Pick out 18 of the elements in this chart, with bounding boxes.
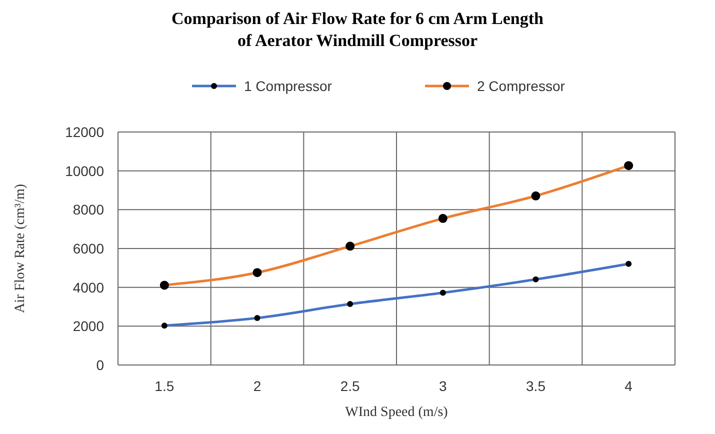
x-tick-label: 4 bbox=[624, 378, 633, 394]
chart-title: Comparison of Air Flow Rate for 6 cm Arm Length of Aerator Windmill Compressor bbox=[172, 9, 544, 50]
y-axis-title: Air Flow Rate (cm³/m) bbox=[13, 184, 28, 314]
y-tick-label: 12000 bbox=[65, 124, 104, 140]
legend-label: 2 Compressor bbox=[477, 78, 566, 94]
legend-label: 1 Compressor bbox=[244, 78, 332, 94]
y-tick-label: 8000 bbox=[72, 202, 104, 218]
x-tick-label: 3.5 bbox=[526, 378, 546, 394]
y-tick-label: 0 bbox=[96, 357, 104, 373]
x-tick-label: 2 bbox=[253, 378, 262, 394]
y-tick-label: 10000 bbox=[65, 162, 104, 179]
x-axis-title: WInd Speed (m/s) bbox=[345, 405, 448, 420]
y-tick-label: 4000 bbox=[72, 279, 104, 296]
x-tick-label: 2.5 bbox=[340, 378, 360, 394]
y-tick-label: 6000 bbox=[72, 240, 104, 256]
y-tick-label: 2000 bbox=[72, 318, 104, 334]
x-tick-label: 3 bbox=[439, 378, 448, 394]
x-tick-label: 1.5 bbox=[154, 378, 174, 394]
